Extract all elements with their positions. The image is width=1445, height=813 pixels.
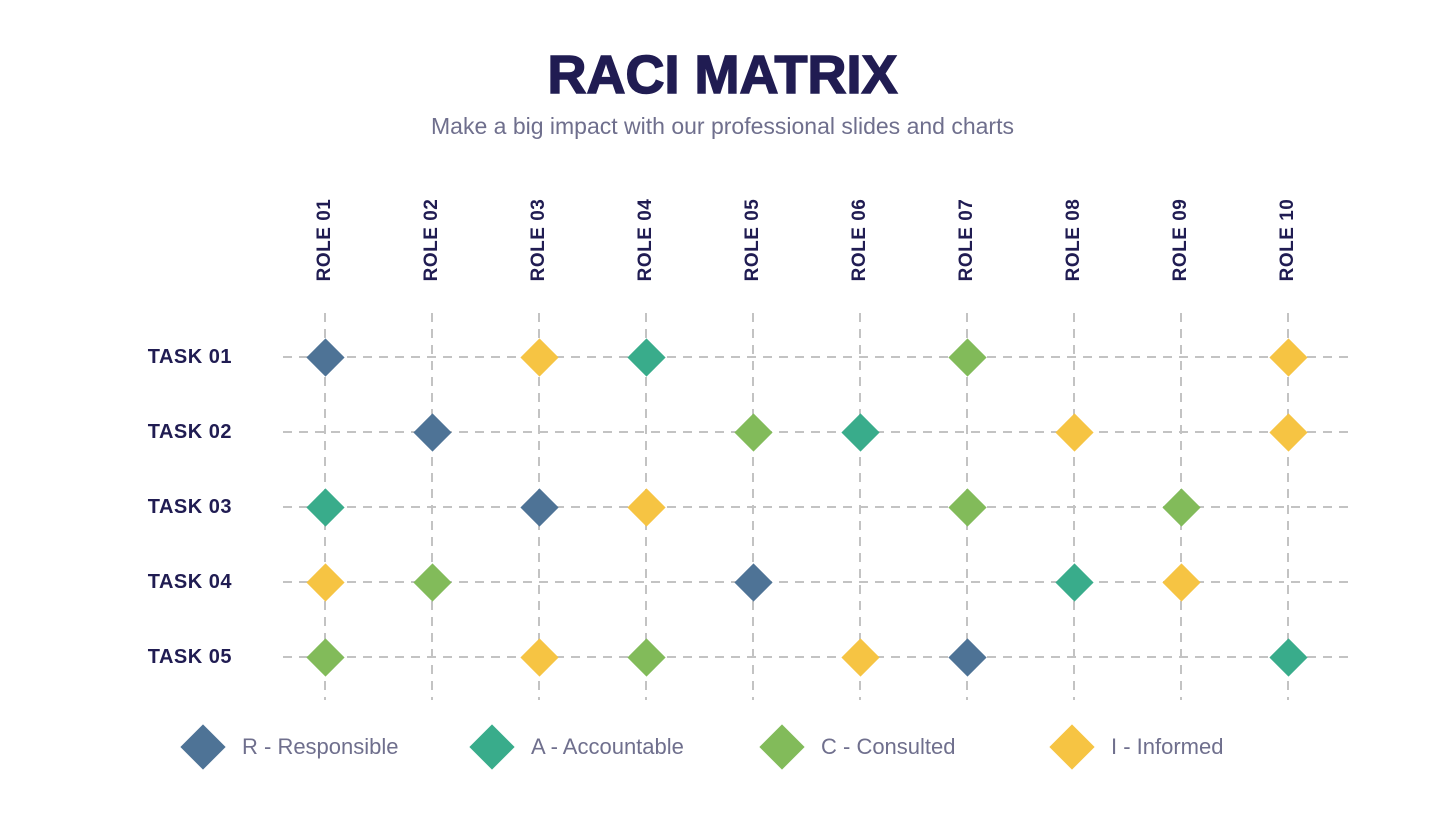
grid-line-horizontal bbox=[283, 506, 1348, 508]
i-diamond-marker bbox=[305, 562, 345, 602]
role-label-09: ROLE 09 bbox=[1170, 198, 1191, 282]
c-diamond-marker bbox=[733, 412, 773, 452]
a-diamond-marker bbox=[1054, 562, 1094, 602]
legend-item-c: C - Consulted bbox=[759, 724, 956, 770]
legend-i-diamond-icon bbox=[1049, 724, 1095, 770]
legend-c-diamond-icon bbox=[759, 724, 805, 770]
grid-line-horizontal bbox=[283, 431, 1348, 433]
r-diamond-marker bbox=[305, 337, 345, 377]
grid-line-horizontal bbox=[283, 581, 1348, 583]
legend-label: R - Responsible bbox=[242, 734, 399, 759]
r-diamond-marker bbox=[412, 412, 452, 452]
role-label-05: ROLE 05 bbox=[742, 198, 763, 282]
r-diamond-marker bbox=[947, 637, 987, 677]
legend-label: A - Accountable bbox=[531, 734, 684, 759]
task-label-01: TASK 01 bbox=[147, 346, 232, 368]
i-diamond-marker bbox=[519, 637, 559, 677]
role-label-06: ROLE 06 bbox=[849, 198, 870, 282]
legend-a-diamond-icon bbox=[469, 724, 515, 770]
grid-line-horizontal bbox=[283, 656, 1348, 658]
i-diamond-marker bbox=[840, 637, 880, 677]
task-label-02: TASK 02 bbox=[147, 421, 232, 443]
i-diamond-marker bbox=[626, 487, 666, 527]
role-label-03: ROLE 03 bbox=[528, 198, 549, 282]
c-diamond-marker bbox=[947, 487, 987, 527]
i-diamond-marker bbox=[1268, 412, 1308, 452]
c-diamond-marker bbox=[412, 562, 452, 602]
page-subtitle: Make a big impact with our professional … bbox=[431, 113, 1014, 139]
legend-item-a: A - Accountable bbox=[469, 724, 684, 770]
legend-r-diamond-icon bbox=[180, 724, 226, 770]
role-label-02: ROLE 02 bbox=[421, 198, 442, 282]
i-diamond-marker bbox=[519, 337, 559, 377]
role-label-07: ROLE 07 bbox=[956, 198, 977, 282]
c-diamond-marker bbox=[626, 637, 666, 677]
grid-line-horizontal bbox=[283, 356, 1348, 358]
role-label-10: ROLE 10 bbox=[1277, 198, 1298, 282]
a-diamond-marker bbox=[626, 337, 666, 377]
task-label-05: TASK 05 bbox=[147, 646, 232, 668]
r-diamond-marker bbox=[733, 562, 773, 602]
legend-item-r: R - Responsible bbox=[180, 724, 399, 770]
a-diamond-marker bbox=[1268, 637, 1308, 677]
c-diamond-marker bbox=[305, 637, 345, 677]
legend-label: I - Informed bbox=[1111, 734, 1224, 759]
task-label-04: TASK 04 bbox=[147, 571, 232, 593]
role-label-04: ROLE 04 bbox=[635, 198, 656, 282]
i-diamond-marker bbox=[1268, 337, 1308, 377]
c-diamond-marker bbox=[947, 337, 987, 377]
r-diamond-marker bbox=[519, 487, 559, 527]
a-diamond-marker bbox=[840, 412, 880, 452]
task-label-03: TASK 03 bbox=[147, 496, 232, 518]
role-label-08: ROLE 08 bbox=[1063, 198, 1084, 282]
c-diamond-marker bbox=[1161, 487, 1201, 527]
a-diamond-marker bbox=[305, 487, 345, 527]
i-diamond-marker bbox=[1054, 412, 1094, 452]
legend-item-i: I - Informed bbox=[1049, 724, 1223, 770]
legend-label: C - Consulted bbox=[821, 734, 956, 759]
role-label-01: ROLE 01 bbox=[314, 198, 335, 282]
i-diamond-marker bbox=[1161, 562, 1201, 602]
page-title: RACI MATRIX bbox=[547, 44, 898, 106]
